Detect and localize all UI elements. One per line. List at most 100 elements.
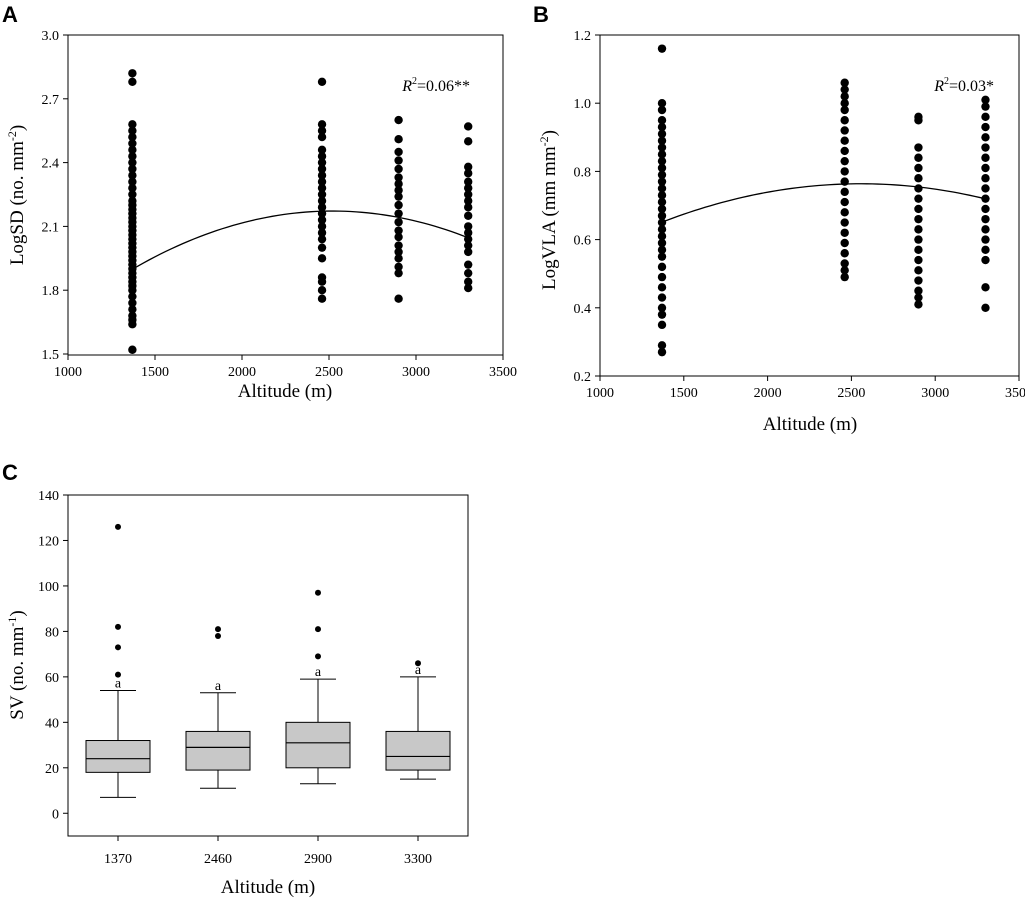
data-point	[981, 235, 990, 244]
y-tick-label: 2.1	[42, 220, 60, 235]
data-point	[394, 232, 403, 242]
data-point	[464, 268, 473, 278]
data-point	[464, 277, 473, 286]
data-point	[981, 225, 990, 234]
box-1370: a	[85, 523, 151, 798]
panel-a-x-title: Altitude (m)	[238, 381, 332, 402]
data-point	[657, 238, 667, 248]
data-point	[840, 218, 849, 227]
data-point	[464, 162, 473, 172]
data-point	[840, 228, 849, 237]
data-point	[657, 262, 667, 272]
data-point	[464, 183, 473, 193]
data-point	[317, 77, 327, 86]
data-point	[464, 222, 473, 231]
data-point	[914, 266, 923, 275]
panel-c-y-axis: 0 20 40 60 80 100 120 140	[38, 489, 68, 822]
panel-b-x-axis: 1000 1500 2000 2500 3000 3500	[586, 376, 1025, 401]
data-point	[914, 204, 923, 214]
data-point	[840, 238, 849, 248]
panel-a-y-axis: 1.5 1.8 2.1 2.4 2.7 3.0	[42, 29, 68, 363]
data-point	[317, 228, 327, 237]
data-point	[914, 153, 923, 162]
x-tick-label: 3300	[404, 852, 432, 867]
significance-letter: a	[215, 679, 222, 694]
y-tick-label: 2.4	[42, 157, 60, 172]
outlier-point	[315, 626, 321, 633]
data-point	[981, 283, 990, 292]
data-point	[981, 102, 990, 111]
panel-b-fit-curve	[661, 183, 986, 223]
y-tick-label: 0.4	[574, 302, 592, 317]
panel-a-plot-area	[67, 34, 504, 356]
panel-a-y-title-sup: -2	[5, 131, 19, 141]
data-point	[840, 208, 849, 217]
panel-c-y-title-end: )	[7, 610, 28, 616]
data-point	[914, 174, 923, 183]
data-point	[394, 186, 403, 195]
data-point	[128, 152, 137, 161]
y-tick-label: 2.7	[42, 93, 60, 108]
data-point	[128, 177, 137, 186]
data-point	[840, 156, 849, 166]
x-tick-label: 2000	[228, 365, 256, 380]
panel-c-y-title-main: SV (no. mm	[7, 626, 28, 719]
significance-letter: a	[315, 665, 322, 680]
y-tick-label: 1.8	[42, 284, 60, 299]
data-point	[914, 286, 923, 295]
data-point	[317, 286, 327, 295]
data-point	[981, 174, 990, 183]
data-point	[657, 310, 667, 319]
panel-b-x-title: Altitude (m)	[763, 414, 857, 435]
data-point	[657, 272, 667, 282]
outlier-point	[115, 523, 121, 530]
data-point	[914, 163, 923, 173]
data-point	[464, 283, 473, 293]
data-point	[394, 115, 403, 125]
data-point	[981, 95, 990, 104]
data-point	[840, 126, 849, 135]
data-point	[840, 116, 849, 125]
y-tick-label: 40	[45, 716, 59, 731]
data-point	[317, 183, 327, 193]
iqr-box	[285, 721, 351, 769]
x-tick-label: 3500	[489, 365, 517, 380]
data-point	[981, 204, 990, 214]
data-point	[840, 197, 849, 207]
data-point	[914, 194, 923, 203]
data-point	[657, 143, 667, 152]
data-point	[914, 276, 923, 285]
data-point	[657, 150, 667, 159]
data-point	[657, 44, 667, 53]
panel-c-boxes: a a a a	[85, 523, 451, 798]
x-tick-label: 2460	[204, 852, 232, 867]
data-point	[128, 292, 137, 301]
data-point	[914, 214, 923, 224]
data-point	[840, 266, 849, 275]
data-point	[317, 273, 327, 282]
panel-a-r2-sup: 2	[412, 76, 417, 87]
y-tick-label: 140	[38, 489, 59, 504]
data-point	[128, 120, 137, 129]
data-point	[394, 247, 403, 257]
data-point	[657, 197, 667, 207]
data-point	[464, 260, 473, 269]
panel-b-r2-annotation: R2=0.03*	[933, 76, 994, 95]
panel-a-points	[128, 69, 473, 354]
data-point	[981, 255, 990, 265]
panel-a-label: A	[2, 2, 18, 27]
y-tick-label: 1.0	[574, 97, 592, 112]
data-point	[394, 135, 403, 144]
data-point	[317, 215, 327, 225]
iqr-box	[385, 730, 451, 771]
panel-a-fit-curve	[132, 210, 469, 270]
y-tick-label: 0.8	[574, 165, 592, 180]
data-point	[317, 222, 327, 231]
data-point	[840, 99, 849, 108]
data-point	[464, 247, 473, 257]
data-point	[128, 164, 137, 174]
data-point	[840, 167, 849, 176]
x-tick-label: 1500	[141, 365, 169, 380]
data-point	[914, 300, 923, 309]
x-tick-label: 2900	[304, 852, 332, 867]
